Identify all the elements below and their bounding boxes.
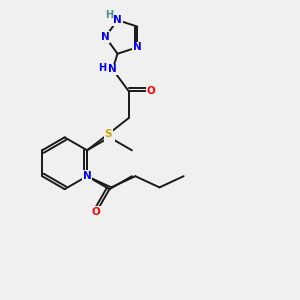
Text: N: N <box>108 64 117 74</box>
Text: N: N <box>105 132 114 142</box>
Text: N: N <box>133 42 142 52</box>
Text: H: H <box>105 10 113 20</box>
Text: N: N <box>83 171 92 181</box>
Text: O: O <box>92 207 100 217</box>
Text: O: O <box>147 86 155 96</box>
Text: S: S <box>104 129 112 139</box>
Text: H: H <box>98 63 106 73</box>
Text: N: N <box>113 15 122 25</box>
Text: N: N <box>101 32 110 42</box>
